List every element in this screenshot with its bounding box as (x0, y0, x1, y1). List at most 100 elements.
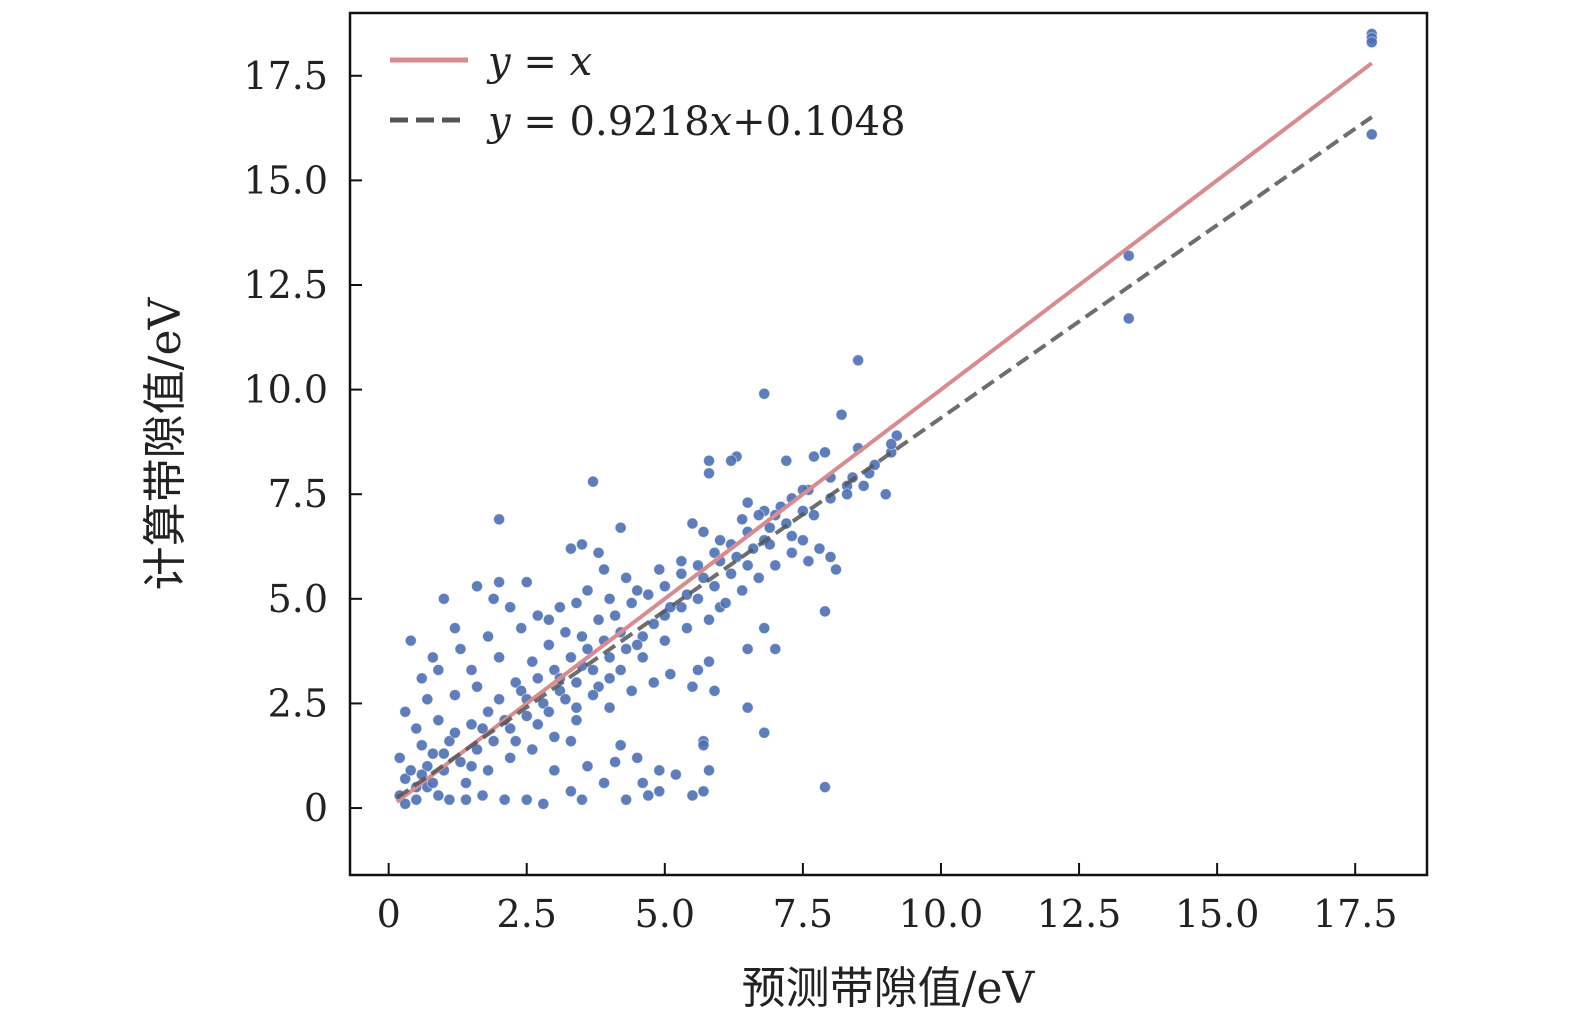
scatter-point (603, 592, 616, 605)
scatter-point (570, 676, 583, 689)
scatter-point (808, 450, 820, 463)
scatter-point (752, 509, 765, 522)
scatter-point (576, 630, 588, 643)
scatter-point (769, 559, 782, 572)
x-tick-label: 10.0 (899, 892, 984, 936)
scatter-point (692, 559, 704, 572)
x-tick-label: 0 (377, 892, 401, 936)
scatter-point (482, 764, 494, 777)
scatter-point (437, 592, 450, 605)
scatter-point (686, 680, 699, 693)
scatter-point (570, 714, 583, 727)
scatter-point (636, 651, 649, 664)
scatter-point (736, 584, 749, 597)
y-tick-label: 2.5 (268, 681, 328, 725)
scatter-point (509, 735, 522, 747)
scatter-point (449, 622, 461, 635)
scatter-point (669, 768, 682, 781)
y-axis: 0 2.5 5.0 7.5 10.0 12.5 15.0 17.5 (243, 54, 362, 830)
scatter-point (1122, 312, 1135, 325)
scatter-point (531, 718, 544, 731)
x-tick-label: 7.5 (773, 892, 833, 936)
y-axis-title: 计算带隙值/eV (140, 296, 191, 590)
scatter-point (719, 597, 732, 609)
scatter-point (1122, 249, 1135, 262)
scatter-point (664, 668, 677, 681)
scatter-point (548, 664, 561, 676)
scatter-point (565, 735, 577, 747)
scatter-point (614, 521, 627, 534)
scatter-point (686, 789, 699, 802)
scatter-point (819, 605, 831, 618)
scatter-point (703, 467, 715, 480)
scatter-point (1365, 36, 1378, 49)
plot-frame (348, 11, 1429, 877)
scatter-point (498, 793, 511, 806)
scatter-point (454, 643, 467, 655)
scatter-point (681, 622, 693, 635)
scatter-point (393, 751, 406, 764)
scatter-point (830, 563, 842, 576)
scatter-point (852, 354, 865, 367)
scatter-point (426, 747, 439, 760)
scatter-point (565, 542, 577, 555)
scatter-point (692, 592, 704, 605)
scatter-point (703, 655, 715, 668)
scatter-point (758, 726, 771, 739)
identity-line (395, 61, 1373, 804)
scatter-point (526, 743, 539, 756)
scatter-point (824, 551, 837, 563)
y-tick-label: 17.5 (243, 54, 328, 98)
scatter-point (426, 777, 439, 789)
scatter-point (697, 525, 710, 538)
scatter-point (658, 580, 671, 593)
scatter-point (437, 747, 450, 760)
scatter-point (460, 777, 472, 789)
scatter-point (780, 454, 793, 467)
y-tick-label: 5.0 (268, 577, 328, 621)
scatter-point (647, 676, 660, 689)
scatter-point (520, 793, 533, 806)
scatter-point (415, 739, 428, 752)
scatter-point (614, 739, 627, 752)
scatter-point (399, 705, 412, 718)
scatter-point (708, 684, 721, 697)
scatter-point (504, 722, 517, 735)
scatter-point (620, 793, 633, 806)
scatter-point (581, 584, 594, 597)
scatter-point (576, 538, 588, 551)
scatter-point (587, 664, 599, 676)
scatter-point (548, 764, 561, 777)
scatter-point (752, 572, 765, 584)
scatter-points (393, 28, 1378, 810)
scatter-point (697, 785, 710, 798)
scatter-point (493, 576, 506, 588)
scatter-point (620, 572, 633, 584)
scatter-point (625, 597, 638, 609)
scatter-point (520, 710, 533, 722)
scatter-point (653, 764, 666, 777)
scatter-point (443, 735, 456, 747)
scatter-point (559, 626, 572, 639)
scatter-point (813, 542, 826, 555)
scatter-point (769, 643, 782, 655)
scatter-point (548, 731, 561, 743)
scatter-point (542, 638, 555, 651)
scatter-point (410, 722, 423, 735)
scatter-point (703, 764, 715, 777)
scatter-point (796, 534, 809, 547)
scatter-point (515, 684, 528, 697)
scatter-point (785, 546, 798, 559)
scatter-point (741, 496, 754, 509)
scatter-point (758, 622, 771, 635)
legend-label-identity: y = x (486, 39, 592, 85)
scatter-point (620, 643, 633, 655)
scatter-point (763, 521, 776, 534)
x-tick-label: 15.0 (1175, 892, 1260, 936)
scatter-point (454, 756, 467, 768)
scatter-point (598, 563, 610, 576)
scatter-point (636, 777, 649, 789)
legend: y = x y = 0.9218x+0.1048 (390, 39, 906, 145)
scatter-point (487, 592, 500, 605)
